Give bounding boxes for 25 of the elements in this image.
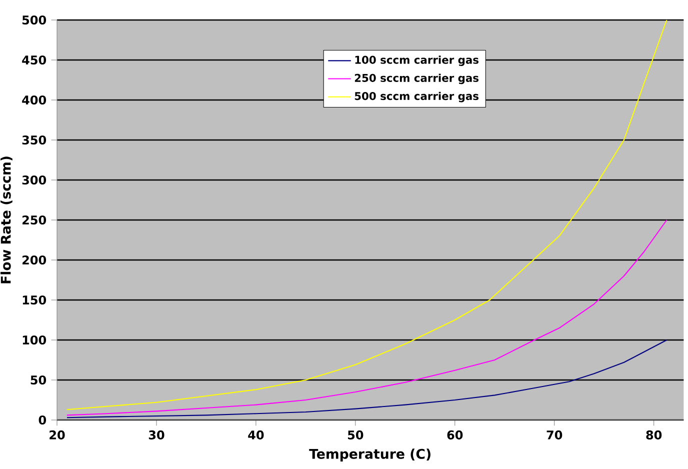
x-tick-label: 40 [248, 430, 264, 440]
legend-label: 500 sccm carrier gas [354, 92, 478, 102]
y-tick-label: 0 [38, 415, 46, 425]
y-tick-label: 500 [22, 15, 46, 25]
y-tick-label: 400 [22, 95, 46, 105]
x-axis-title: Temperature (C) [309, 448, 430, 462]
y-tick-label: 100 [22, 335, 46, 345]
line-series [66, 20, 668, 410]
y-tick-label: 150 [22, 295, 46, 305]
y-tick-label: 350 [22, 135, 46, 145]
x-tick-label: 80 [646, 430, 662, 440]
y-tick-label: 200 [22, 255, 46, 265]
legend-label: 250 sccm carrier gas [354, 74, 478, 84]
x-tick-label: 20 [50, 430, 65, 440]
line-series [66, 219, 668, 416]
y-tick-label: 450 [22, 55, 46, 65]
x-tick-label: 60 [447, 430, 463, 440]
legend-label: 100 sccm carrier gas [355, 56, 478, 66]
x-tick-label: 50 [348, 430, 364, 440]
y-axis-title: Flow Rate (sccm) [0, 156, 12, 284]
y-tick-label: 50 [30, 375, 46, 385]
x-tick-label: 70 [546, 430, 562, 440]
y-tick-label: 300 [22, 175, 46, 185]
y-tick-label: 250 [22, 215, 46, 225]
x-tick-label: 30 [148, 430, 164, 440]
